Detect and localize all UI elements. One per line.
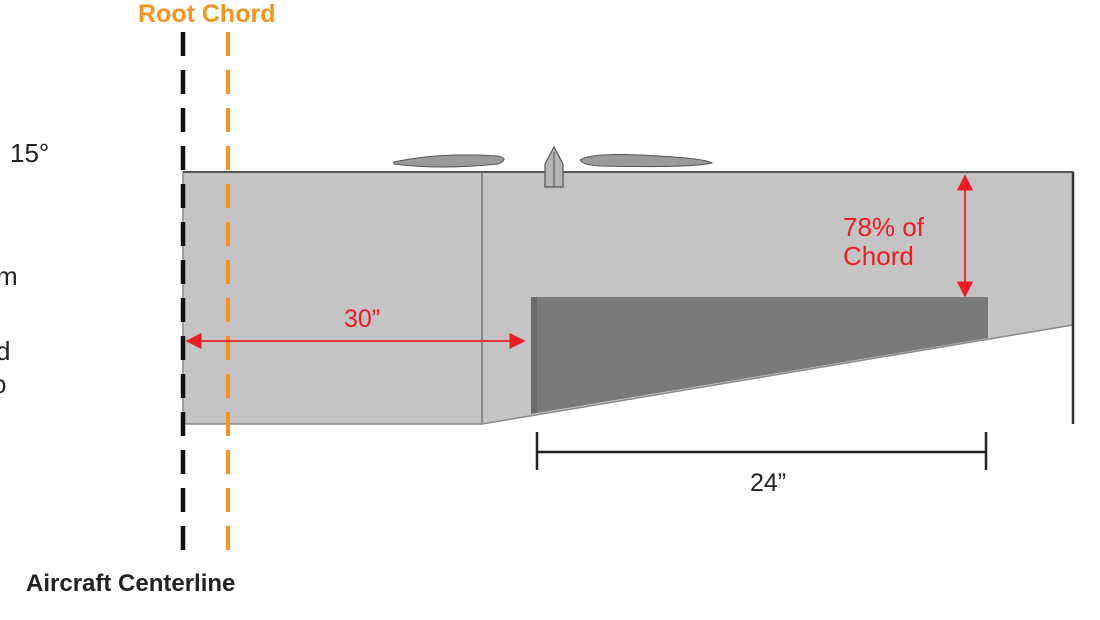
propeller-blade-left <box>393 154 505 168</box>
angle-label: 15° <box>10 138 50 168</box>
clipped-left-label-3: o <box>0 369 6 400</box>
flap-section <box>531 297 988 414</box>
clipped-left-label-2: d <box>0 336 11 366</box>
dimension-78-label-line2: Chord <box>843 241 914 271</box>
dimension-78-label-line1: 78% of <box>843 212 924 242</box>
dimension-24-label: 24” <box>750 469 787 497</box>
aircraft-centerline-label: Aircraft Centerline <box>26 570 236 597</box>
root-chord-label: Root Chord <box>138 0 276 28</box>
propeller-blade-right <box>579 154 714 168</box>
flap-shadow <box>531 297 537 414</box>
dimension-30-label: 30” <box>344 305 381 333</box>
clipped-left-label-1: m <box>0 261 18 291</box>
